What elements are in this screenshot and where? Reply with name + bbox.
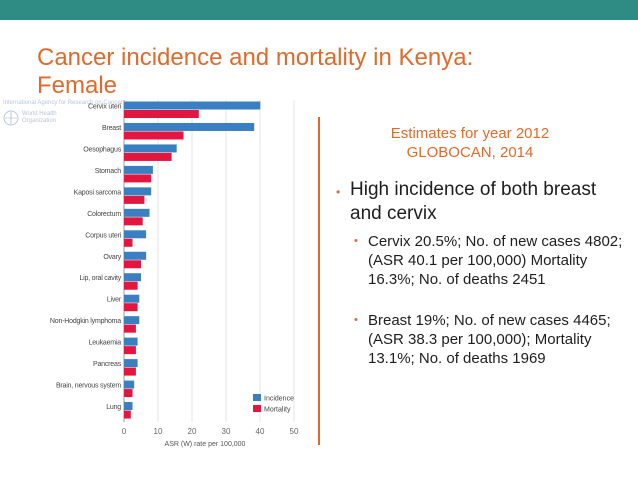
category-label: Lip, oral cavity [79, 275, 121, 282]
category-label: Non-Hodgkin lymphoma [50, 318, 121, 325]
category-label: Ovary [103, 254, 121, 261]
spacer [336, 289, 628, 305]
mortality-bar [124, 217, 143, 226]
x-tick-label: 50 [290, 427, 299, 436]
bullet-list: • High incidence of both breast and cerv… [336, 178, 628, 368]
mortality-bar [124, 195, 145, 204]
bullet-dot-icon: • [354, 314, 358, 326]
x-tick-label: 0 [122, 427, 127, 436]
incidence-bar [124, 359, 138, 368]
bullet-cervix: • Cervix 20.5%; No. of new cases 4802; (… [352, 232, 628, 289]
mortality-bar [124, 238, 133, 247]
who-logo-line1: International Agency for Research on Can… [3, 100, 123, 106]
incidence-bar [124, 122, 255, 131]
mortality-bar [124, 131, 184, 140]
category-label: Oesophagus [83, 146, 121, 153]
who-emblem-icon [3, 110, 19, 126]
incidence-bar [124, 230, 147, 239]
category-label: Brain, nervous system [56, 383, 121, 390]
incidence-bar [124, 402, 133, 411]
category-label: Colorectum [87, 211, 121, 218]
who-logo-line2: World Health [22, 111, 57, 117]
bullet-main: • High incidence of both breast and cerv… [336, 178, 628, 226]
mortality-bar [124, 410, 131, 419]
incidence-bar [124, 144, 177, 153]
incidence-bar [124, 316, 140, 325]
incidence-bar [124, 380, 135, 389]
mortality-bar [124, 303, 138, 312]
x-tick-label: 30 [222, 427, 231, 436]
top-color-bar [0, 0, 638, 20]
incidence-bar [124, 165, 153, 174]
bullet-dot-icon: • [354, 235, 358, 247]
estimates-line-2: GLOBOCAN, 2014 [406, 144, 534, 161]
x-tick-label: 40 [256, 427, 265, 436]
incidence-bar [124, 273, 141, 282]
incidence-bar [124, 208, 150, 217]
category-label: Kaposi sarcoma [74, 189, 122, 196]
mortality-bar [124, 324, 136, 333]
bullet-dot-icon: • [336, 185, 341, 199]
mortality-bar [124, 110, 199, 118]
incidence-bar [124, 251, 147, 260]
bar-chart: 0 10 20 30 40 50 Cervix uteri Breast Oesophagus S… [50, 100, 299, 448]
legend-label: Incidence [264, 396, 294, 403]
incidence-bar [124, 337, 138, 346]
who-logo: International Agency for Research on Can… [3, 100, 123, 126]
mortality-bar [124, 367, 136, 376]
incidence-bar [124, 101, 261, 110]
category-label: Leukaemia [89, 340, 122, 347]
category-label: Cervix uteri [88, 104, 122, 111]
legend-label: Mortality [264, 407, 291, 414]
estimates-note: Estimates for year 2012 GLOBOCAN, 2014 [335, 124, 605, 162]
bullet-breast: • Breast 19%; No. of new cases 4465; (AS… [352, 311, 628, 368]
category-label: Lung [106, 404, 121, 411]
x-axis-label: ASR (W) rate per 100,000 [165, 441, 246, 448]
incidence-bar [124, 294, 140, 303]
who-name: World Health Organization [22, 111, 57, 125]
mortality-bar [124, 346, 136, 355]
divider-line [318, 117, 320, 445]
legend-swatch [253, 394, 261, 401]
legend-swatch [253, 405, 261, 412]
category-label: Pancreas [93, 361, 122, 368]
mortality-bar [124, 174, 152, 183]
mortality-bar [124, 389, 133, 398]
bullet-main-text: High incidence of both breast and cervix [350, 179, 597, 224]
bullet-cervix-text: Cervix 20.5%; No. of new cases 4802; (AS… [368, 233, 623, 288]
who-logo-line3: Organization [22, 118, 57, 124]
category-label: Liver [107, 297, 122, 304]
mortality-bar [124, 152, 172, 161]
slide-title: Cancer incidence and mortality in Kenya:… [37, 44, 474, 99]
category-label: Corpus uteri [85, 232, 121, 239]
x-tick-label: 20 [188, 427, 197, 436]
category-label: Stomach [95, 168, 122, 175]
category-label: Breast [102, 125, 121, 132]
estimates-line-1: Estimates for year 2012 [390, 125, 550, 142]
mortality-bar [124, 281, 138, 290]
x-tick-label: 10 [154, 427, 163, 436]
mortality-bar [124, 260, 141, 269]
bullet-breast-text: Breast 19%; No. of new cases 4465; (ASR … [368, 312, 611, 367]
who-emblem-row: World Health Organization [3, 110, 123, 126]
incidence-bar [124, 187, 152, 196]
